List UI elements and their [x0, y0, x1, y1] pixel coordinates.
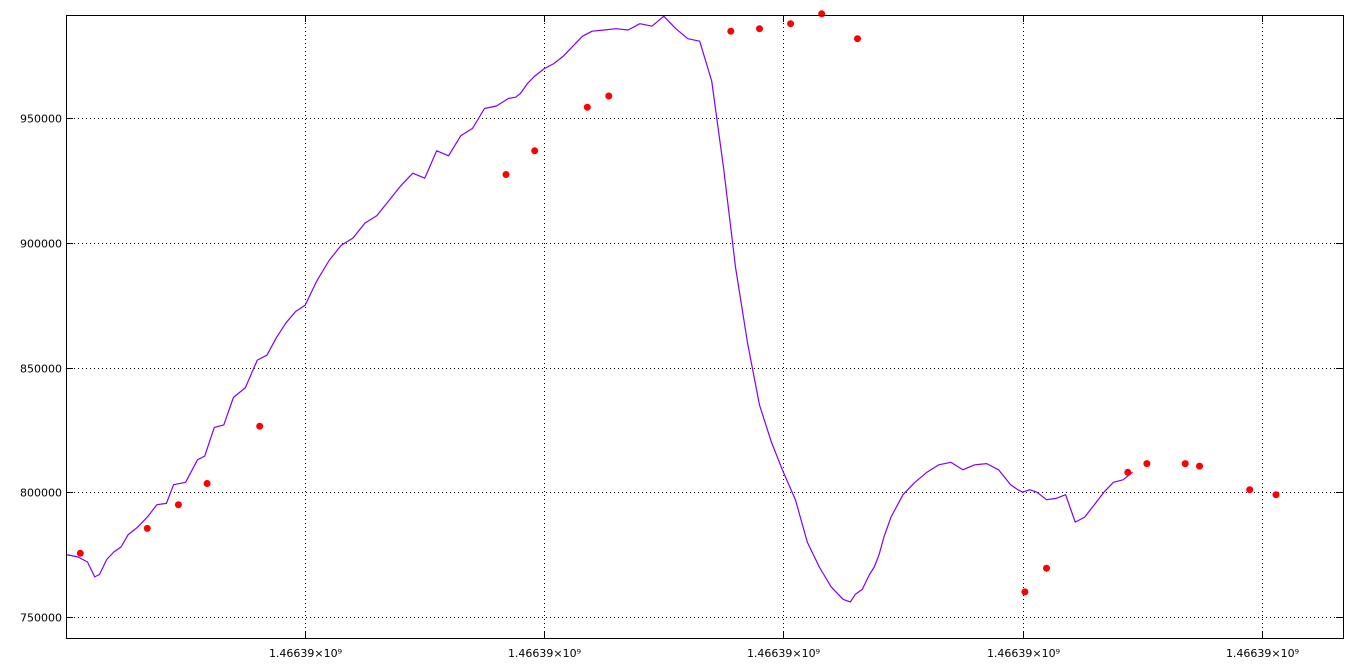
y-tick-label: 900000	[20, 238, 62, 251]
data-point-marker	[1246, 486, 1254, 494]
grid-lines	[66, 15, 1343, 638]
tick-labels: 750000 800000 850000 900000 950000 1.46639×10…	[20, 113, 1299, 661]
marker-group	[76, 10, 1280, 596]
data-point-marker	[1021, 588, 1029, 596]
data-point-marker	[1143, 460, 1151, 468]
data-point-marker	[854, 35, 861, 43]
x-tick-label: 1.46639×10⁹	[1226, 647, 1299, 660]
data-point-marker	[502, 171, 510, 178]
data-point-marker	[818, 10, 826, 18]
plot-frame	[66, 15, 1344, 639]
data-point-marker	[756, 25, 763, 33]
data-point-marker	[1043, 564, 1050, 572]
data-point-marker	[605, 92, 613, 100]
data-point-marker	[203, 480, 211, 487]
data-point-marker	[727, 27, 735, 35]
data-point-marker	[1181, 460, 1189, 468]
axis-ticks	[66, 15, 1343, 638]
data-point-marker	[256, 422, 264, 430]
data-point-marker	[1196, 462, 1203, 470]
data-point-marker	[1272, 491, 1280, 499]
data-point-marker	[143, 524, 151, 532]
data-point-marker	[1124, 468, 1132, 476]
data-point-marker	[583, 103, 591, 111]
data-point-marker	[531, 147, 539, 155]
series-line-price	[65, 15, 1133, 603]
x-tick-label: 1.46639×10⁹	[747, 647, 820, 660]
data-point-marker	[174, 501, 182, 509]
x-tick-label: 1.46639×10⁹	[508, 647, 581, 660]
series-group	[65, 15, 1133, 603]
y-tick-label: 850000	[20, 363, 62, 376]
y-tick-label: 950000	[20, 113, 62, 126]
y-tick-label: 800000	[20, 487, 62, 500]
data-point-marker	[76, 549, 84, 557]
y-tick-label: 750000	[20, 612, 62, 625]
x-tick-label: 1.46639×10⁹	[987, 647, 1060, 660]
data-point-marker	[787, 20, 795, 28]
x-tick-label: 1.46639×10⁹	[269, 647, 342, 660]
